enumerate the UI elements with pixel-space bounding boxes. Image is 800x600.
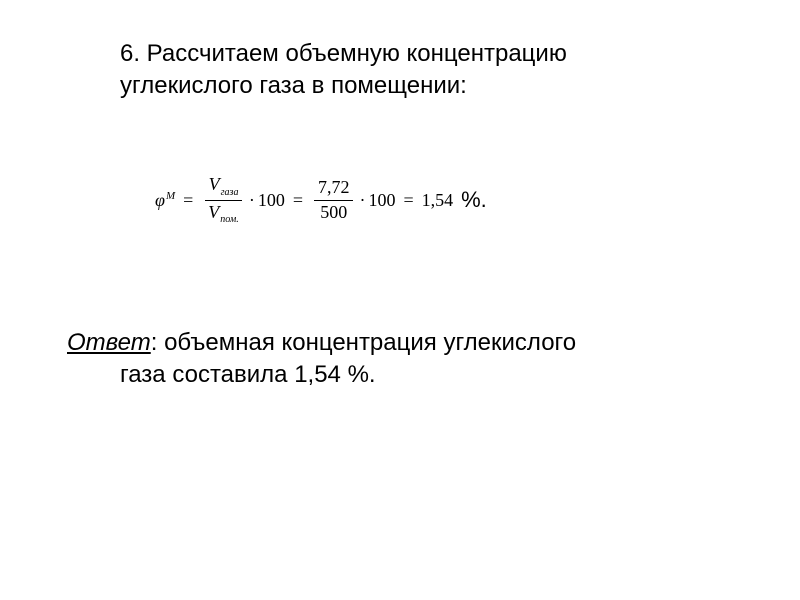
answer-colon: :	[151, 329, 164, 356]
mult-dot-1: ·	[249, 190, 255, 211]
answer-text-part2: газа составила 1,54 %.	[67, 359, 697, 391]
mult-dot-2: ·	[359, 190, 365, 211]
hundred-2: 100	[368, 190, 395, 211]
fraction-1: Vгаза Vпом.	[204, 175, 243, 225]
v-room: V	[208, 202, 219, 222]
equals-3: =	[403, 190, 413, 211]
formula: φМ = Vгаза Vпом. · 100 = 7,72 500 · 100 …	[155, 175, 635, 225]
v-gas-sub: газа	[221, 187, 239, 198]
phi-superscript: М	[166, 190, 175, 202]
equals-1: =	[183, 190, 193, 211]
fraction-2: 7,72 500	[314, 178, 354, 223]
result-value: 1,54	[422, 190, 454, 211]
percent-label: %.	[461, 187, 487, 213]
hundred-1: 100	[258, 190, 285, 211]
phi-symbol: φМ	[155, 190, 175, 211]
phi-base: φ	[155, 190, 165, 210]
answer-block: Ответ: объемная концентрация углекислого…	[67, 327, 697, 392]
fraction-2-numerator: 7,72	[314, 178, 354, 201]
answer-text-part1: объемная концентрация углекислого	[164, 329, 576, 356]
fraction-1-numerator: Vгаза	[205, 175, 243, 201]
fraction-1-denominator: Vпом.	[204, 201, 243, 226]
heading-line-1: 6. Рассчитаем объемную концентрацию	[120, 40, 567, 67]
v-room-sub: пом.	[220, 214, 239, 225]
answer-label: Ответ	[67, 329, 151, 356]
step-heading: 6. Рассчитаем объемную концентрацию угле…	[120, 38, 680, 103]
v-gas: V	[209, 174, 220, 194]
heading-line-2: углекислого газа в помещении:	[120, 72, 467, 99]
fraction-2-denominator: 500	[316, 201, 351, 223]
equals-2: =	[293, 190, 303, 211]
